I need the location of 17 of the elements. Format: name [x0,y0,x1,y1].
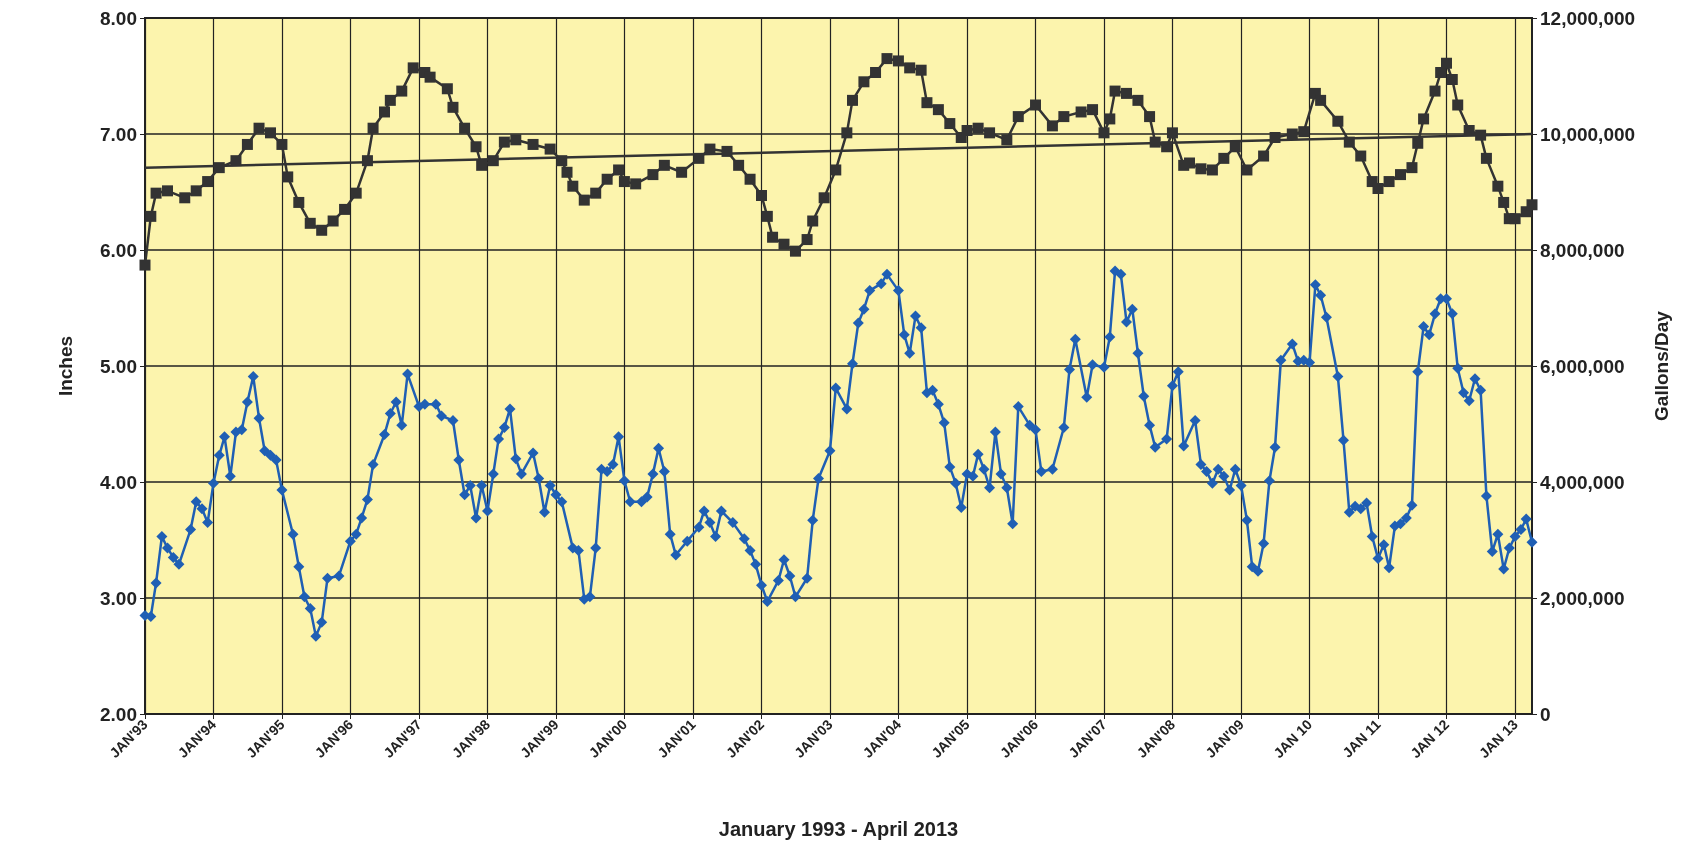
y2-tick-label: 6,000,000 [1540,355,1625,377]
y2-tick-label: 0 [1540,703,1551,725]
y-tick-label: 8.00 [100,7,137,29]
y-tick-label: 7.00 [100,123,137,145]
y-axis-title: Inches [55,335,76,397]
y-tick-label: 4.00 [100,471,137,493]
y2-tick-label: 12,000,000 [1540,7,1636,29]
y2-tick-label: 2,000,000 [1540,587,1625,609]
y-tick-label: 3.00 [100,587,137,609]
y2-tick-label: 4,000,000 [1540,471,1625,493]
x-axis-title: January 1993 - April 2013 [718,818,959,840]
y-tick-label: 6.00 [100,239,137,261]
y-tick-label: 5.00 [100,355,137,377]
y2-axis-title: Gallons/Day [1651,310,1672,421]
y-tick-label: 2.00 [100,703,137,725]
y2-tick-label: 10,000,000 [1540,123,1636,145]
y2-tick-label: 8,000,000 [1540,239,1625,261]
